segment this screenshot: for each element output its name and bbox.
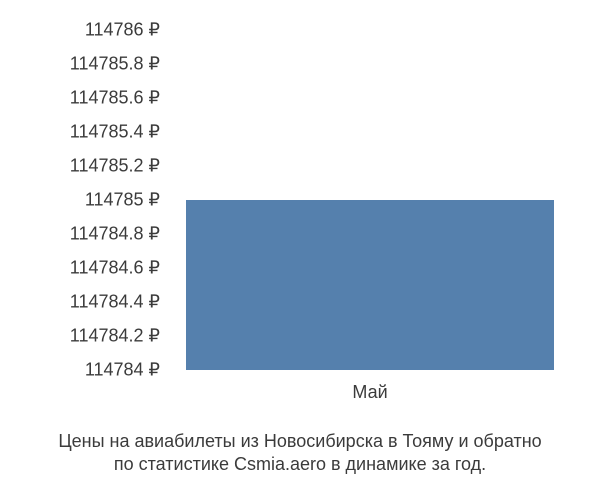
y-tick-label: 114784 ₽ [85,360,160,381]
y-tick-label: 114784.8 ₽ [70,224,160,245]
y-tick-label: 114784.6 ₽ [70,258,160,279]
y-tick-label: 114784.2 ₽ [70,326,160,347]
bar [186,200,554,370]
caption-line-2: по статистике Csmia.aero в динамике за г… [114,454,486,474]
caption-line-1: Цены на авиабилеты из Новосибирска в Тоя… [58,431,541,451]
y-tick-label: 114785.4 ₽ [70,122,160,143]
y-tick-label: 114786 ₽ [85,20,160,41]
x-tick-label: Май [352,382,387,403]
y-tick-label: 114785 ₽ [85,190,160,211]
chart-caption: Цены на авиабилеты из Новосибирска в Тоя… [0,430,600,477]
y-tick-label: 114785.2 ₽ [70,156,160,177]
y-axis-labels: 114784 ₽114784.2 ₽114784.4 ₽114784.6 ₽11… [0,30,160,370]
y-tick-label: 114785.8 ₽ [70,54,160,75]
y-tick-label: 114785.6 ₽ [70,88,160,109]
chart-plot-area: Май [170,30,570,370]
y-tick-label: 114784.4 ₽ [70,292,160,313]
